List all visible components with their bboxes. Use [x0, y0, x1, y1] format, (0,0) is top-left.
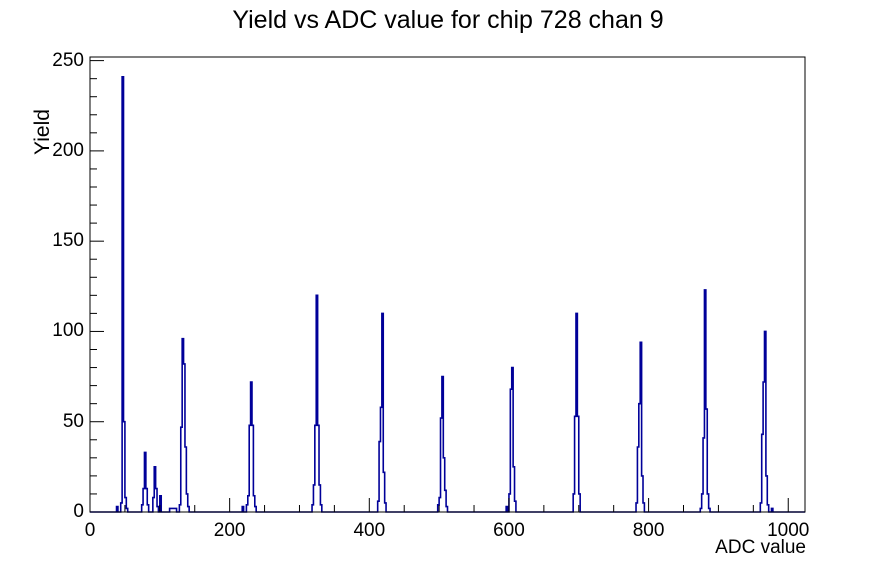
y-tick-label: 50 [62, 410, 84, 432]
chart-title: Yield vs ADC value for chip 728 chan 9 [232, 6, 664, 34]
x-tick-label: 800 [632, 520, 665, 541]
plot-frame [89, 56, 806, 513]
y-tick-label: 100 [52, 320, 84, 342]
x-axis-title: ADC value [715, 537, 806, 558]
y-tick-label: 250 [52, 49, 84, 71]
x-tick-label: 400 [353, 520, 386, 541]
axis-ticks [89, 60, 789, 513]
histogram-line [90, 76, 805, 513]
x-tick-label: 0 [84, 520, 96, 541]
x-tick-label: 200 [213, 520, 246, 541]
x-tick-label: 600 [493, 520, 525, 541]
y-tick-label: 200 [52, 139, 84, 161]
x-tick-label: 1000 [767, 520, 810, 541]
y-tick-label: 150 [52, 230, 84, 252]
y-tick-label: 0 [73, 501, 84, 522]
